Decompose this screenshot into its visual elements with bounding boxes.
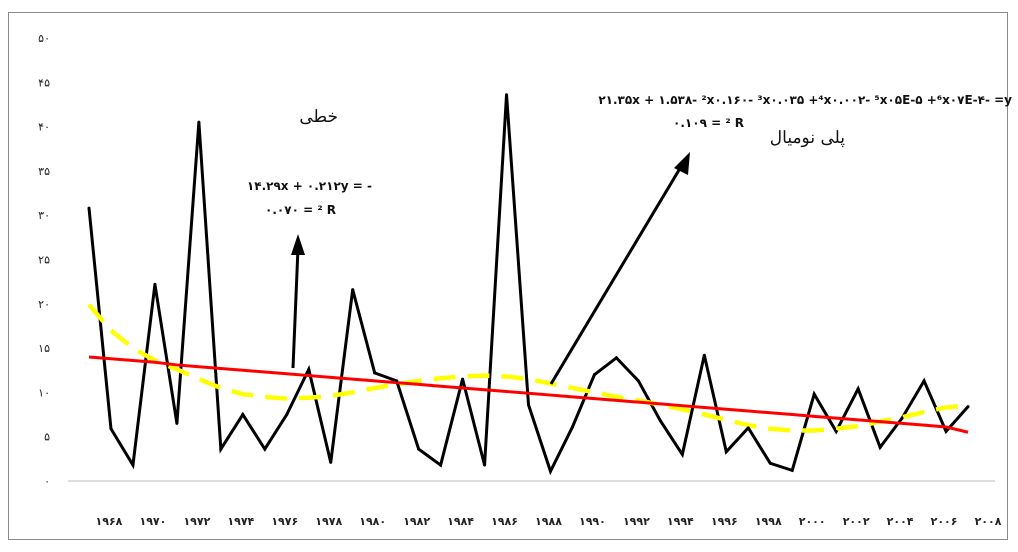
observed-point	[219, 447, 223, 451]
x-tick-label: ۱۹۷۶	[271, 515, 298, 528]
linear-trend-r2: ۰.۰۷۰ = ² R	[265, 203, 336, 217]
observed-point	[548, 469, 552, 473]
y-axis: ۰ ۵ ۱۰ ۱۵ ۲۰ ۲۵ ۳۰ ۳۵ ۴۰ ۴۵ ۵۰	[38, 32, 50, 488]
observed-point	[285, 413, 289, 417]
polynomial-trend-r2: ۰.۱۰۹ = ² R	[673, 116, 744, 130]
observed-point	[505, 93, 509, 97]
x-tick-label: ۱۹۸۲	[403, 515, 430, 528]
observed-point	[878, 445, 882, 449]
observed-point	[87, 206, 91, 210]
x-tick-label: ۱۹۹۶	[711, 515, 738, 528]
y-tick-label: ۲۰	[38, 298, 50, 311]
observed-point	[197, 120, 201, 124]
polynomial-trend-label: پلی نومیال	[770, 128, 845, 148]
observed-point	[417, 447, 421, 451]
observed-point	[263, 447, 267, 451]
x-tick-label: ۲۰۰۸	[975, 515, 1002, 528]
linear-trend-equation: ۱۴.۲۹x + ۰.۲۱۲y = -	[247, 179, 372, 193]
x-axis: ۱۹۶۸ ۱۹۷۰ ۱۹۷۲ ۱۹۷۴ ۱۹۷۶ ۱۹۷۸ ۱۹۸۰ ۱۹۸۲ ۱۹۸۴ ۱۹۸۶…	[96, 515, 1002, 528]
x-tick-label: ۱۹۸۴	[447, 515, 474, 528]
observed-point	[614, 356, 618, 360]
observed-point	[746, 426, 750, 430]
x-tick-label: ۱۹۸۶	[491, 515, 518, 528]
observed-point	[373, 371, 377, 375]
linear-trend-label: خطی	[299, 107, 338, 127]
observed-point	[461, 377, 465, 381]
observed-point	[175, 421, 179, 425]
observed-point	[439, 463, 443, 467]
observed-point	[724, 450, 728, 454]
observed-point	[702, 353, 706, 357]
observed-point	[131, 463, 135, 467]
observed-point	[241, 413, 245, 417]
x-tick-label: ۱۹۹۴	[667, 515, 694, 528]
observed-point	[395, 379, 399, 383]
x-tick-label: ۲۰۰۰	[799, 515, 826, 528]
y-tick-label: ۳۵	[38, 165, 50, 178]
x-tick-label: ۱۹۷۸	[315, 515, 342, 528]
x-tick-label: ۲۰۰۲	[843, 515, 870, 528]
y-tick-label: ۵	[44, 431, 50, 444]
observed-point	[483, 463, 487, 467]
observed-point	[768, 461, 772, 465]
polynomial-trend-equation: ۲۱.۳۵x + ۱.۵۳۸- ²x۰.۱۶۰- ³x۰.۰۳۵ +⁴x۰.۰۰…	[598, 93, 1012, 107]
series-linear-trend-line	[88, 355, 969, 434]
x-tick-label: ۱۹۹۰	[579, 515, 606, 528]
y-tick-label: ۱۰	[38, 386, 50, 399]
observed-point	[636, 379, 640, 383]
y-tick-label: ۵۰	[38, 32, 50, 45]
x-tick-label: ۱۹۷۰	[139, 515, 166, 528]
x-tick-label: ۱۹۷۲	[183, 515, 210, 528]
x-tick-label: ۱۹۸۰	[359, 515, 386, 528]
linear-trend-arrow	[291, 234, 305, 369]
observed-point	[900, 416, 904, 420]
x-tick-label: ۲۰۰۴	[887, 515, 914, 528]
x-tick-label: ۱۹۷۴	[227, 515, 254, 528]
observed-point	[966, 405, 970, 409]
observed-point	[680, 452, 684, 456]
observed-point	[153, 282, 157, 286]
y-tick-label: ۳۰	[38, 209, 50, 222]
series-observed-line	[87, 94, 970, 476]
y-tick-label: ۴۰	[38, 121, 50, 134]
observed-point	[307, 367, 311, 371]
observed-point	[790, 468, 794, 472]
observed-point	[570, 425, 574, 429]
x-tick-label: ۱۹۹۲	[623, 515, 650, 528]
observed-point	[351, 288, 355, 292]
observed-point	[592, 373, 596, 377]
y-tick-label: ۰	[44, 475, 50, 488]
observed-point	[922, 379, 926, 383]
observed-point	[658, 419, 662, 423]
x-tick-label: ۱۹۹۸	[755, 515, 782, 528]
observed-point	[527, 403, 531, 407]
x-tick-label: ۱۹۶۸	[96, 515, 123, 528]
y-tick-label: ۲۵	[38, 254, 50, 267]
observed-point	[834, 429, 838, 433]
y-tick-label: ۴۵	[38, 76, 50, 89]
observed-point	[856, 387, 860, 391]
series-polynomial-trend-line	[87, 303, 969, 433]
x-tick-label: ۱۹۸۸	[535, 515, 562, 528]
observed-point	[329, 460, 333, 464]
observed-point	[812, 392, 816, 396]
series-observed-points	[87, 93, 970, 473]
x-tick-label: ۲۰۰۶	[931, 515, 958, 528]
polynomial-trend-arrow	[549, 152, 690, 385]
y-tick-label: ۱۵	[38, 342, 50, 355]
observed-point	[109, 427, 113, 431]
observed-point	[944, 429, 948, 433]
